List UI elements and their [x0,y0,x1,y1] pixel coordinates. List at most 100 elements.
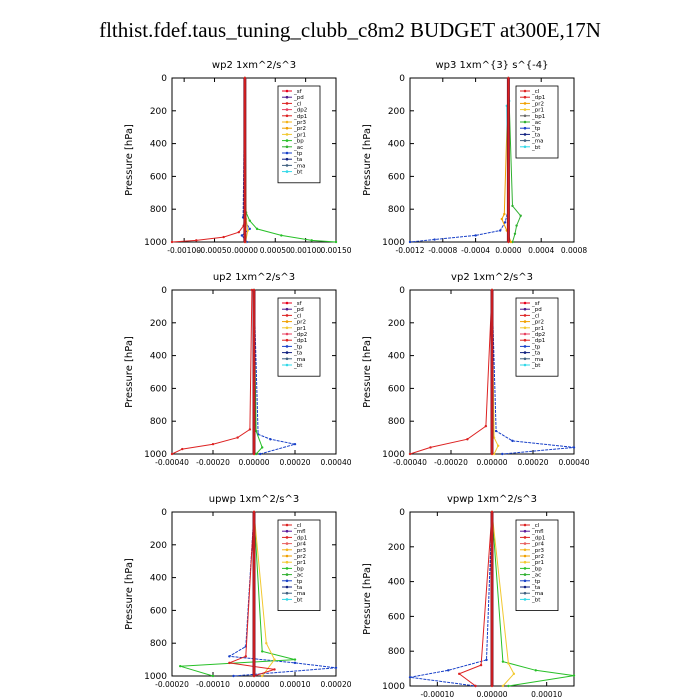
data-point [222,235,225,239]
data-point [170,240,174,244]
legend-label: _ma [531,139,543,145]
legend-marker [285,567,289,570]
legend-marker [523,345,527,348]
panel-4: vp2 1xm^2/s^3 Pressure [hPa] 0 200 400 600 800… [362,272,590,467]
y-tick-label: 800 [388,205,405,215]
series-line-dp1 [458,511,493,687]
data-point [211,674,215,678]
x-tick-label: -0.00040 [155,458,189,467]
y-tick-label: 1000 [382,682,405,692]
legend-label: _bp [531,566,542,572]
x-tick-label: 0.00010 [279,680,310,689]
legend-label: _bp [293,566,304,572]
data-point [195,239,198,242]
legend-marker [285,357,289,361]
data-point [512,672,516,676]
y-tick-label: 1000 [382,450,405,460]
legend-marker [523,554,527,558]
legend-label: _pr1 [531,326,544,332]
legend-marker [523,598,527,601]
y-tick-label: 400 [150,574,167,584]
y-tick-label: 600 [150,172,167,182]
data-point [572,674,576,677]
legend-label: _tp [293,151,303,157]
legend-label: _ac [293,573,303,579]
series-line-dp1 [227,511,275,677]
x-tick-label: -0.0004 [461,246,490,255]
y-tick-label: 200 [388,319,405,329]
data-point [519,214,522,217]
legend-label: _pr3 [293,120,307,126]
legend-label: _pr1 [531,560,544,566]
data-point [496,444,500,447]
data-point [474,684,477,688]
legend-label: _mfl [531,529,544,535]
y-tick-label: 800 [150,639,167,649]
legend-label: _bt [531,597,541,603]
legend-label: _pd [293,307,304,313]
data-point [334,666,338,669]
data-point [501,452,504,456]
legend-label: _sf [531,301,541,307]
panel-6: vpwp 1xm^2/s^3 Pressure [hPa] 0 200 400 600 80… [362,494,576,699]
legend-marker [523,114,527,118]
legend-label: _ma [531,357,543,363]
legend-marker [285,301,289,305]
legend-label: _mfl [293,529,306,535]
y-tick-label: 1000 [144,672,167,682]
legend-marker [523,536,527,539]
data-point [408,452,412,456]
series-line-tp [409,78,509,243]
plot-title: vpwp 1xm^2/s^3 [447,494,537,505]
legend-label: _ma [293,163,305,169]
legend-box [277,519,321,611]
data-point [515,224,518,227]
y-tick-label: 1000 [382,238,405,248]
data-point [334,240,338,244]
legend-marker [523,357,527,361]
data-point [513,232,517,235]
panel-5: upwp 1xm^2/s^3 Pressure [hPa] 0 200 400 600 80… [124,494,352,689]
x-tick-label: 0.00020 [279,458,310,467]
y-tick-label: 0 [161,74,167,84]
data-point [433,238,436,241]
plot-title: up2 1xm^2/s^3 [213,272,295,283]
legend-label: _pr2 [531,320,544,326]
y-axis-label: Pressure [hPa] [124,558,135,630]
series-line-dp1 [171,78,246,243]
y-tick-label: 400 [388,140,405,150]
legend-label: _pr3 [531,548,545,554]
data-point [466,438,469,441]
x-tick-label: .00000 [232,246,258,255]
legend-marker [285,351,289,354]
legend-box [515,297,559,377]
data-point [572,446,576,449]
x-tick-label: 0.00000 [476,690,507,699]
data-point [273,668,276,671]
legend-label: _ma [531,591,543,597]
legend-marker [285,170,289,173]
y-tick-label: 1000 [144,238,167,248]
legend-marker [285,114,289,118]
data-point [511,439,514,443]
legend-label: _bp1 [531,114,545,120]
data-point [507,662,510,665]
legend-marker [523,95,527,99]
legend-label: _cl [293,313,302,319]
legend-label: _pr2 [531,101,544,107]
legend-box [515,519,559,611]
panel-1: wp2 1xm^2/s^3 Pressure [hPa] 0 200 400 600 800… [124,60,352,255]
y-tick-label: 400 [150,352,167,362]
plot-frame [171,77,337,243]
x-tick-label: -0.0012 [396,246,425,255]
legend-marker [523,363,527,367]
legend-marker [523,89,527,93]
x-tick-label: 0.00050 [260,246,291,255]
legend-marker [285,126,289,130]
data-point [232,674,235,678]
x-tick-label: -0.00050 [198,246,232,255]
data-point [310,239,313,242]
legend-label: _ma [293,591,305,597]
legend-marker [285,345,289,348]
legend-marker [285,548,289,552]
